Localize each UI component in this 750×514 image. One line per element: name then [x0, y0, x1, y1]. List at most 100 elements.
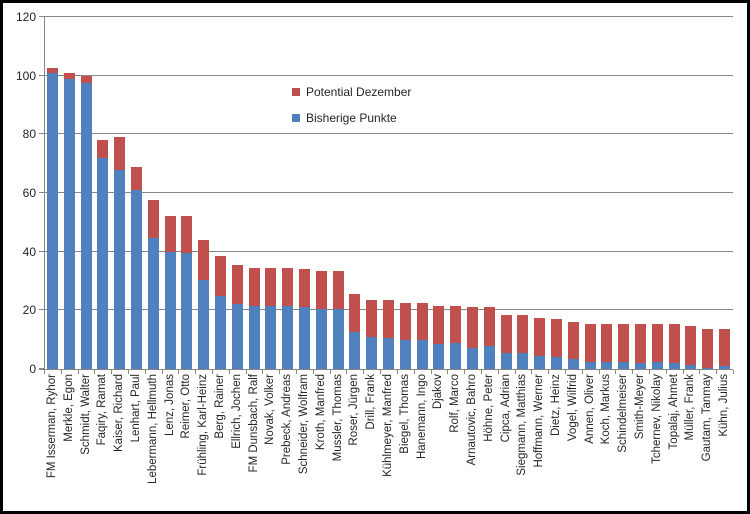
bar-segment-potential-dezember[interactable]: [97, 140, 109, 158]
bar-segment-potential-dezember[interactable]: [567, 322, 579, 359]
bar-segment-bisherige-punkte[interactable]: [248, 305, 260, 369]
bar-segment-potential-dezember[interactable]: [584, 323, 596, 362]
bar: [719, 329, 731, 369]
bar-segment-bisherige-punkte[interactable]: [668, 363, 680, 369]
x-axis-tick: [296, 370, 298, 374]
x-axis-tick: [161, 370, 163, 374]
bar-segment-bisherige-punkte[interactable]: [534, 355, 546, 369]
bar-segment-bisherige-punkte[interactable]: [181, 253, 193, 369]
bar-segment-bisherige-punkte[interactable]: [433, 344, 445, 369]
bar-segment-potential-dezember[interactable]: [399, 303, 411, 340]
bar-segment-potential-dezember[interactable]: [332, 270, 344, 309]
bar-segment-bisherige-punkte[interactable]: [685, 364, 697, 369]
bar-segment-potential-dezember[interactable]: [534, 317, 546, 356]
bar: [248, 267, 260, 369]
bar-segment-bisherige-punkte[interactable]: [719, 366, 731, 369]
bar-segment-potential-dezember[interactable]: [349, 294, 361, 333]
bar-segment-potential-dezember[interactable]: [315, 270, 327, 309]
bar-segment-potential-dezember[interactable]: [214, 256, 226, 296]
bar-segment-potential-dezember[interactable]: [483, 307, 495, 346]
bar-segment-potential-dezember[interactable]: [668, 323, 680, 364]
bar-segment-potential-dezember[interactable]: [383, 300, 394, 339]
bar-segment-bisherige-punkte[interactable]: [164, 251, 176, 369]
bar-segment-potential-dezember[interactable]: [618, 323, 630, 362]
bar-segment-bisherige-punkte[interactable]: [399, 339, 411, 369]
bar-segment-potential-dezember[interactable]: [80, 75, 92, 83]
bar-segment-potential-dezember[interactable]: [450, 305, 462, 343]
bar-segment-bisherige-punkte[interactable]: [349, 332, 361, 369]
bar-segment-potential-dezember[interactable]: [500, 314, 512, 353]
bar-segment-bisherige-punkte[interactable]: [467, 348, 479, 369]
bar-segment-bisherige-punkte[interactable]: [567, 358, 579, 369]
bar-segment-potential-dezember[interactable]: [248, 267, 260, 306]
bar-segment-bisherige-punkte[interactable]: [315, 308, 327, 369]
bar-segment-bisherige-punkte[interactable]: [584, 361, 596, 369]
bar-segment-potential-dezember[interactable]: [130, 166, 142, 191]
bar-segment-bisherige-punkte[interactable]: [416, 339, 428, 369]
bar: [685, 326, 697, 369]
bar-segment-potential-dezember[interactable]: [635, 323, 647, 364]
legend-item-potential-dezember[interactable]: Potential Dezember: [292, 85, 411, 99]
bar-segment-potential-dezember[interactable]: [433, 305, 445, 345]
bar-segment-bisherige-punkte[interactable]: [265, 305, 277, 369]
bar-segment-potential-dezember[interactable]: [651, 323, 663, 362]
bar-segment-bisherige-punkte[interactable]: [130, 190, 142, 369]
bar-segment-potential-dezember[interactable]: [551, 319, 563, 358]
bar-segment-potential-dezember[interactable]: [601, 323, 613, 362]
bar-segment-bisherige-punkte[interactable]: [601, 361, 613, 369]
bar-segment-potential-dezember[interactable]: [164, 216, 176, 252]
bar-segment-bisherige-punkte[interactable]: [618, 361, 630, 369]
bar-segment-potential-dezember[interactable]: [298, 269, 310, 308]
bar-segment-bisherige-punkte[interactable]: [702, 367, 714, 369]
bar: [517, 314, 529, 369]
bar: [618, 323, 630, 369]
bar-segment-potential-dezember[interactable]: [366, 300, 378, 337]
bar-segment-potential-dezember[interactable]: [282, 267, 294, 306]
bar-segment-bisherige-punkte[interactable]: [483, 345, 495, 369]
bar-segment-bisherige-punkte[interactable]: [198, 279, 210, 369]
bar-segment-potential-dezember[interactable]: [685, 326, 697, 365]
bar-segment-bisherige-punkte[interactable]: [366, 336, 378, 369]
bar-segment-potential-dezember[interactable]: [265, 267, 277, 306]
bar-segment-potential-dezember[interactable]: [46, 68, 58, 73]
x-axis-label: Tchernev, Nikolay: [650, 374, 663, 464]
bar-segment-bisherige-punkte[interactable]: [500, 352, 512, 369]
bar-segment-bisherige-punkte[interactable]: [46, 72, 58, 369]
bar-segment-bisherige-punkte[interactable]: [635, 363, 647, 369]
bar-segment-potential-dezember[interactable]: [702, 329, 714, 368]
legend-item-bisherige-punkte[interactable]: Bisherige Punkte: [292, 111, 411, 125]
x-axis-label: Cipca, Adrian: [499, 374, 512, 443]
bar-segment-potential-dezember[interactable]: [198, 239, 210, 280]
bar-segment-bisherige-punkte[interactable]: [517, 352, 529, 369]
bar-segment-bisherige-punkte[interactable]: [383, 338, 394, 369]
bar-segment-potential-dezember[interactable]: [416, 303, 428, 340]
bar-segment-bisherige-punkte[interactable]: [651, 361, 663, 369]
x-axis-tick: [480, 370, 482, 374]
bar-segment-potential-dezember[interactable]: [114, 137, 126, 170]
bar-segment-potential-dezember[interactable]: [719, 329, 731, 367]
bar-segment-potential-dezember[interactable]: [63, 72, 75, 79]
bar: [383, 300, 394, 369]
bar: [668, 323, 680, 369]
bar-segment-bisherige-punkte[interactable]: [214, 295, 226, 369]
bar-segment-potential-dezember[interactable]: [181, 216, 193, 254]
bar-segment-bisherige-punkte[interactable]: [97, 157, 109, 369]
bar-segment-potential-dezember[interactable]: [231, 264, 243, 305]
bar-segment-potential-dezember[interactable]: [467, 307, 479, 349]
bar-segment-bisherige-punkte[interactable]: [551, 357, 563, 369]
bar-segment-potential-dezember[interactable]: [147, 200, 159, 239]
bar-segment-potential-dezember[interactable]: [517, 314, 529, 353]
x-axis-tick: [648, 370, 650, 374]
bar-segment-bisherige-punkte[interactable]: [450, 342, 462, 369]
bar-segment-bisherige-punkte[interactable]: [147, 238, 159, 369]
bar-segment-bisherige-punkte[interactable]: [282, 305, 294, 369]
bar-segment-bisherige-punkte[interactable]: [231, 304, 243, 369]
bar-segment-bisherige-punkte[interactable]: [63, 78, 75, 369]
bar-segment-bisherige-punkte[interactable]: [332, 308, 344, 369]
bar-segment-bisherige-punkte[interactable]: [114, 169, 126, 369]
y-axis-label: 120: [15, 10, 36, 24]
bar-segment-bisherige-punkte[interactable]: [80, 83, 92, 369]
bar-segment-bisherige-punkte[interactable]: [298, 307, 310, 369]
bar: [601, 323, 613, 369]
